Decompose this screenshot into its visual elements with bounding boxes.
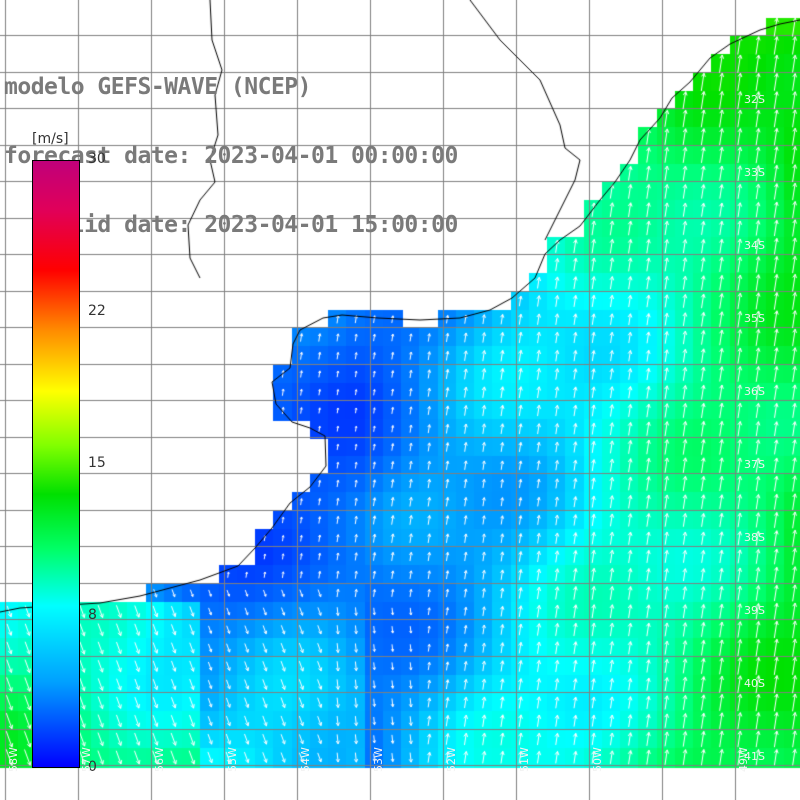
title-forecast-date: forecast date: 2023-04-01 00:00:00 xyxy=(4,143,458,169)
lat-label-32s: 32S xyxy=(744,93,765,106)
colorbar-tick-22: 22 xyxy=(88,303,106,319)
lat-label-35s: 35S xyxy=(744,312,765,325)
title-model: modelo GEFS-WAVE (NCEP) xyxy=(4,74,311,100)
lon-label-55w: 55W xyxy=(226,747,239,772)
lon-label-51w: 51W xyxy=(518,747,531,772)
lat-label-38s: 38S xyxy=(744,531,765,544)
lon-label-56w: 56W xyxy=(153,747,166,772)
lat-label-39s: 39S xyxy=(744,604,765,617)
lon-label-53w: 53W xyxy=(372,747,385,772)
lon-label-50w: 50W xyxy=(591,747,604,772)
lon-label-54w: 54W xyxy=(299,747,312,772)
lat-label-33s: 33S xyxy=(744,166,765,179)
lon-label-52w: 52W xyxy=(445,747,458,772)
colorbar-tick-15: 15 xyxy=(88,455,106,471)
lat-label-41s: 41S xyxy=(744,750,765,763)
colorbar-tick-30: 30 xyxy=(88,151,106,167)
lon-label-57w: 57W xyxy=(80,747,93,772)
colorbar-unit: [m/s] xyxy=(32,131,69,147)
colorbar xyxy=(32,160,80,768)
lon-label-49w: 49W xyxy=(737,747,750,772)
lat-label-40s: 40S xyxy=(744,677,765,690)
lat-label-34s: 34S xyxy=(744,239,765,252)
colorbar-tick-0: 0 xyxy=(88,759,97,775)
lon-label-58w: 58W xyxy=(7,747,20,772)
map-title: modelo GEFS-WAVE (NCEP) forecast date: 2… xyxy=(4,30,458,260)
colorbar-tick-8: 8 xyxy=(88,607,97,623)
lat-label-36s: 36S xyxy=(744,385,765,398)
lat-label-37s: 37S xyxy=(744,458,765,471)
